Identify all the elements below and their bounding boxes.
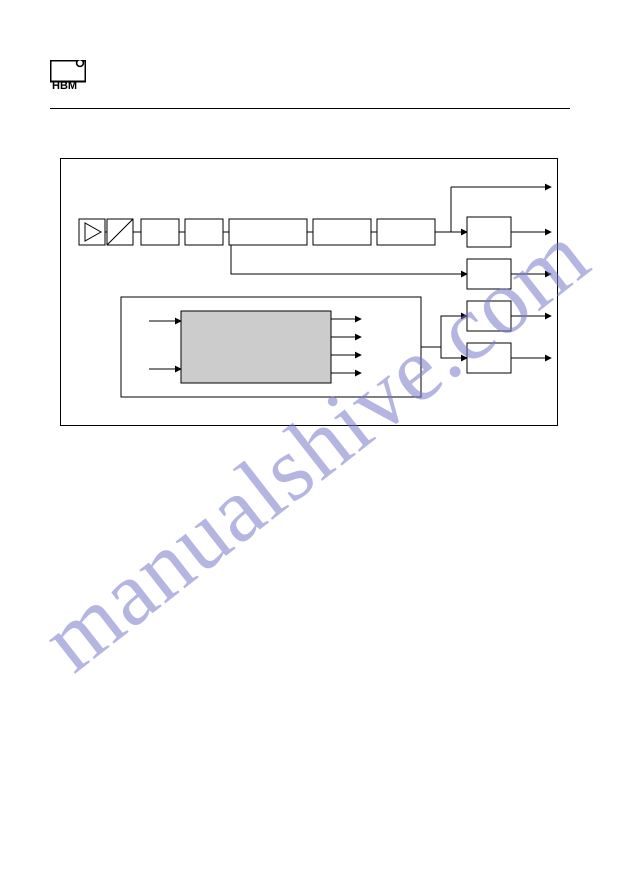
header-rule [50,108,570,109]
hbm-logo: HBM [50,60,86,90]
page: HBM [0,0,629,893]
block-diagram [60,158,558,426]
out3-block [467,301,511,331]
amp-block [79,219,105,245]
block-b2 [185,219,223,245]
block-b3 [229,219,307,245]
ctrl-core [181,311,331,383]
out2-block [467,259,511,289]
tap-to-out2 [231,245,467,274]
block-b5 [377,219,435,245]
diagram-svg [61,159,559,427]
out4-block [467,343,511,373]
block-b1 [141,219,179,245]
adc-block [107,219,133,245]
ctrl-to-out4 [421,347,467,358]
block-b4 [313,219,371,245]
ctrl-to-out3 [421,316,467,347]
out1-block [467,217,511,247]
logo-text: HBM [52,80,77,90]
